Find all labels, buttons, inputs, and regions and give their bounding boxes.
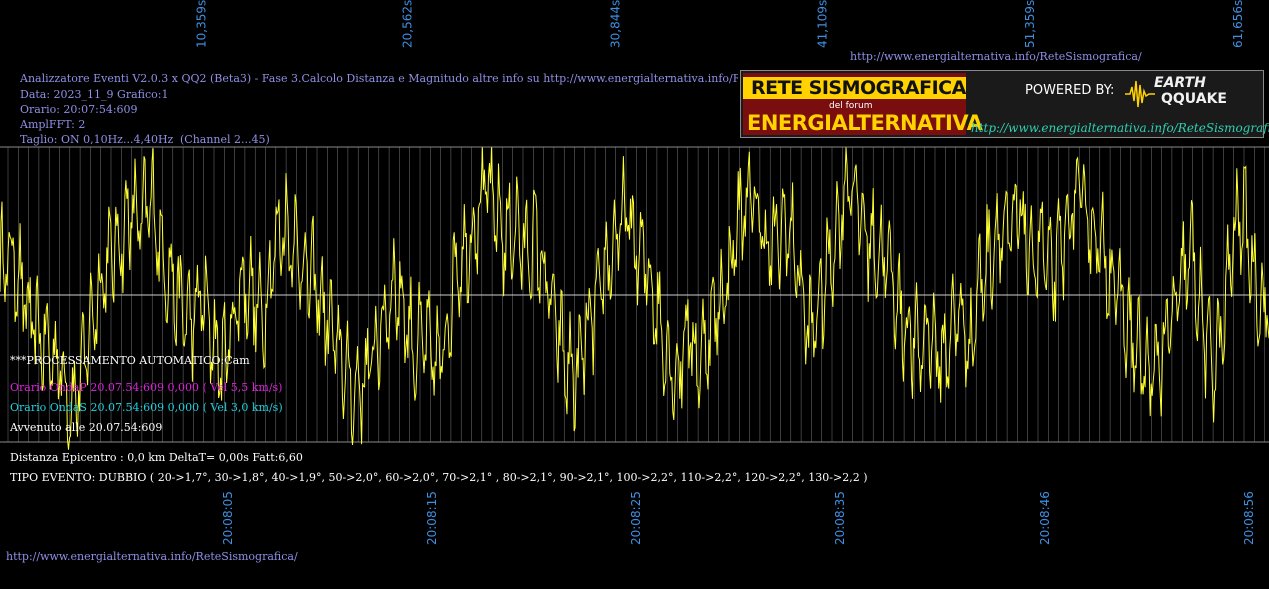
logo-yellow-band xyxy=(743,77,966,99)
bottom-tick-label: 20:08:15 xyxy=(425,491,439,545)
logo-url[interactable]: http://www.energialternativa.info/ReteSi… xyxy=(971,121,1269,135)
logo-line1: RETE SISMOGRAFICA xyxy=(751,77,966,99)
top-tick-labels: 10,359s 20,562s 30,844s 41,109s 51,359s 61,65… xyxy=(194,0,1245,48)
seismic-wave-icon xyxy=(1125,80,1155,108)
logo-powered-by: POWERED BY: xyxy=(1025,83,1115,98)
seismogram-trace xyxy=(0,147,1269,450)
onda-p-time: Orario OndaP 20.07.54:609 0,000 ( Vel 5,… xyxy=(10,381,283,394)
top-url[interactable]: http://www.energialternativa.info/ReteSi… xyxy=(850,50,1142,63)
header-title: Analizzatore Eventi V2.0.3 x QQ2 (Beta3)… xyxy=(20,72,738,85)
top-tick-label: 41,109s xyxy=(816,0,830,48)
logo-line2: del forum xyxy=(829,101,873,111)
bottom-tick-label: 20:08:25 xyxy=(629,491,643,545)
top-tick-label: 30,844s xyxy=(608,0,622,48)
onda-s-time: Orario OndaS 20.07.54:609 0,000 ( Vel 3,… xyxy=(10,401,283,414)
bottom-tick-labels: 20:08:05 20:08:15 20:08:25 20:08:35 20:08:46… xyxy=(221,491,1256,545)
top-tick-label: 61,656s xyxy=(1231,0,1245,48)
top-tick-label: 10,359s xyxy=(194,0,208,48)
processing-title: ***PROCESSAMENTO AUTOMATICO:Cam xyxy=(10,354,250,367)
header-channel: (Channel 2...45) xyxy=(180,133,270,146)
header-data: Data: 2023_11_9 Grafico:1 xyxy=(20,88,169,101)
rete-sismografica-logo: RETE SISMOGRAFICA del forum ENERGIALTERN… xyxy=(740,70,1269,138)
top-tick-label: 51,359s xyxy=(1023,0,1037,48)
logo-earth: EARTH xyxy=(1154,75,1206,91)
avvenuto-time: Avvenuto alle 20.07.54:609 xyxy=(10,421,163,434)
bottom-tick-label: 20:08:46 xyxy=(1038,491,1052,545)
logo-line3: ENERGIALTERNATIVA xyxy=(747,111,983,135)
header-orario: Orario: 20:07:54:609 xyxy=(20,103,138,116)
header-amplfft: AmplFFT: 2 xyxy=(20,118,86,131)
bottom-url[interactable]: http://www.energialternativa.info/ReteSi… xyxy=(6,550,298,563)
top-tick-label: 20,562s xyxy=(401,0,415,48)
logo-banner: RETE SISMOGRAFICA del forum ENERGIALTERN… xyxy=(743,73,983,135)
logo-qquake: QQUAKE xyxy=(1161,91,1227,107)
header-taglio: Taglio: ON 0,10Hz...4,40Hz xyxy=(20,133,174,146)
bottom-tick-label: 20:08:35 xyxy=(833,491,847,545)
bottom-tick-label: 20:08:05 xyxy=(221,491,235,545)
bottom-tick-label: 20:08:56 xyxy=(1242,491,1256,545)
distanza-epicentro: Distanza Epicentro : 0,0 km DeltaT= 0,00… xyxy=(10,451,303,464)
tipo-evento: TIPO EVENTO: DUBBIO ( 20->1,7°, 30->1,8°… xyxy=(10,471,868,484)
